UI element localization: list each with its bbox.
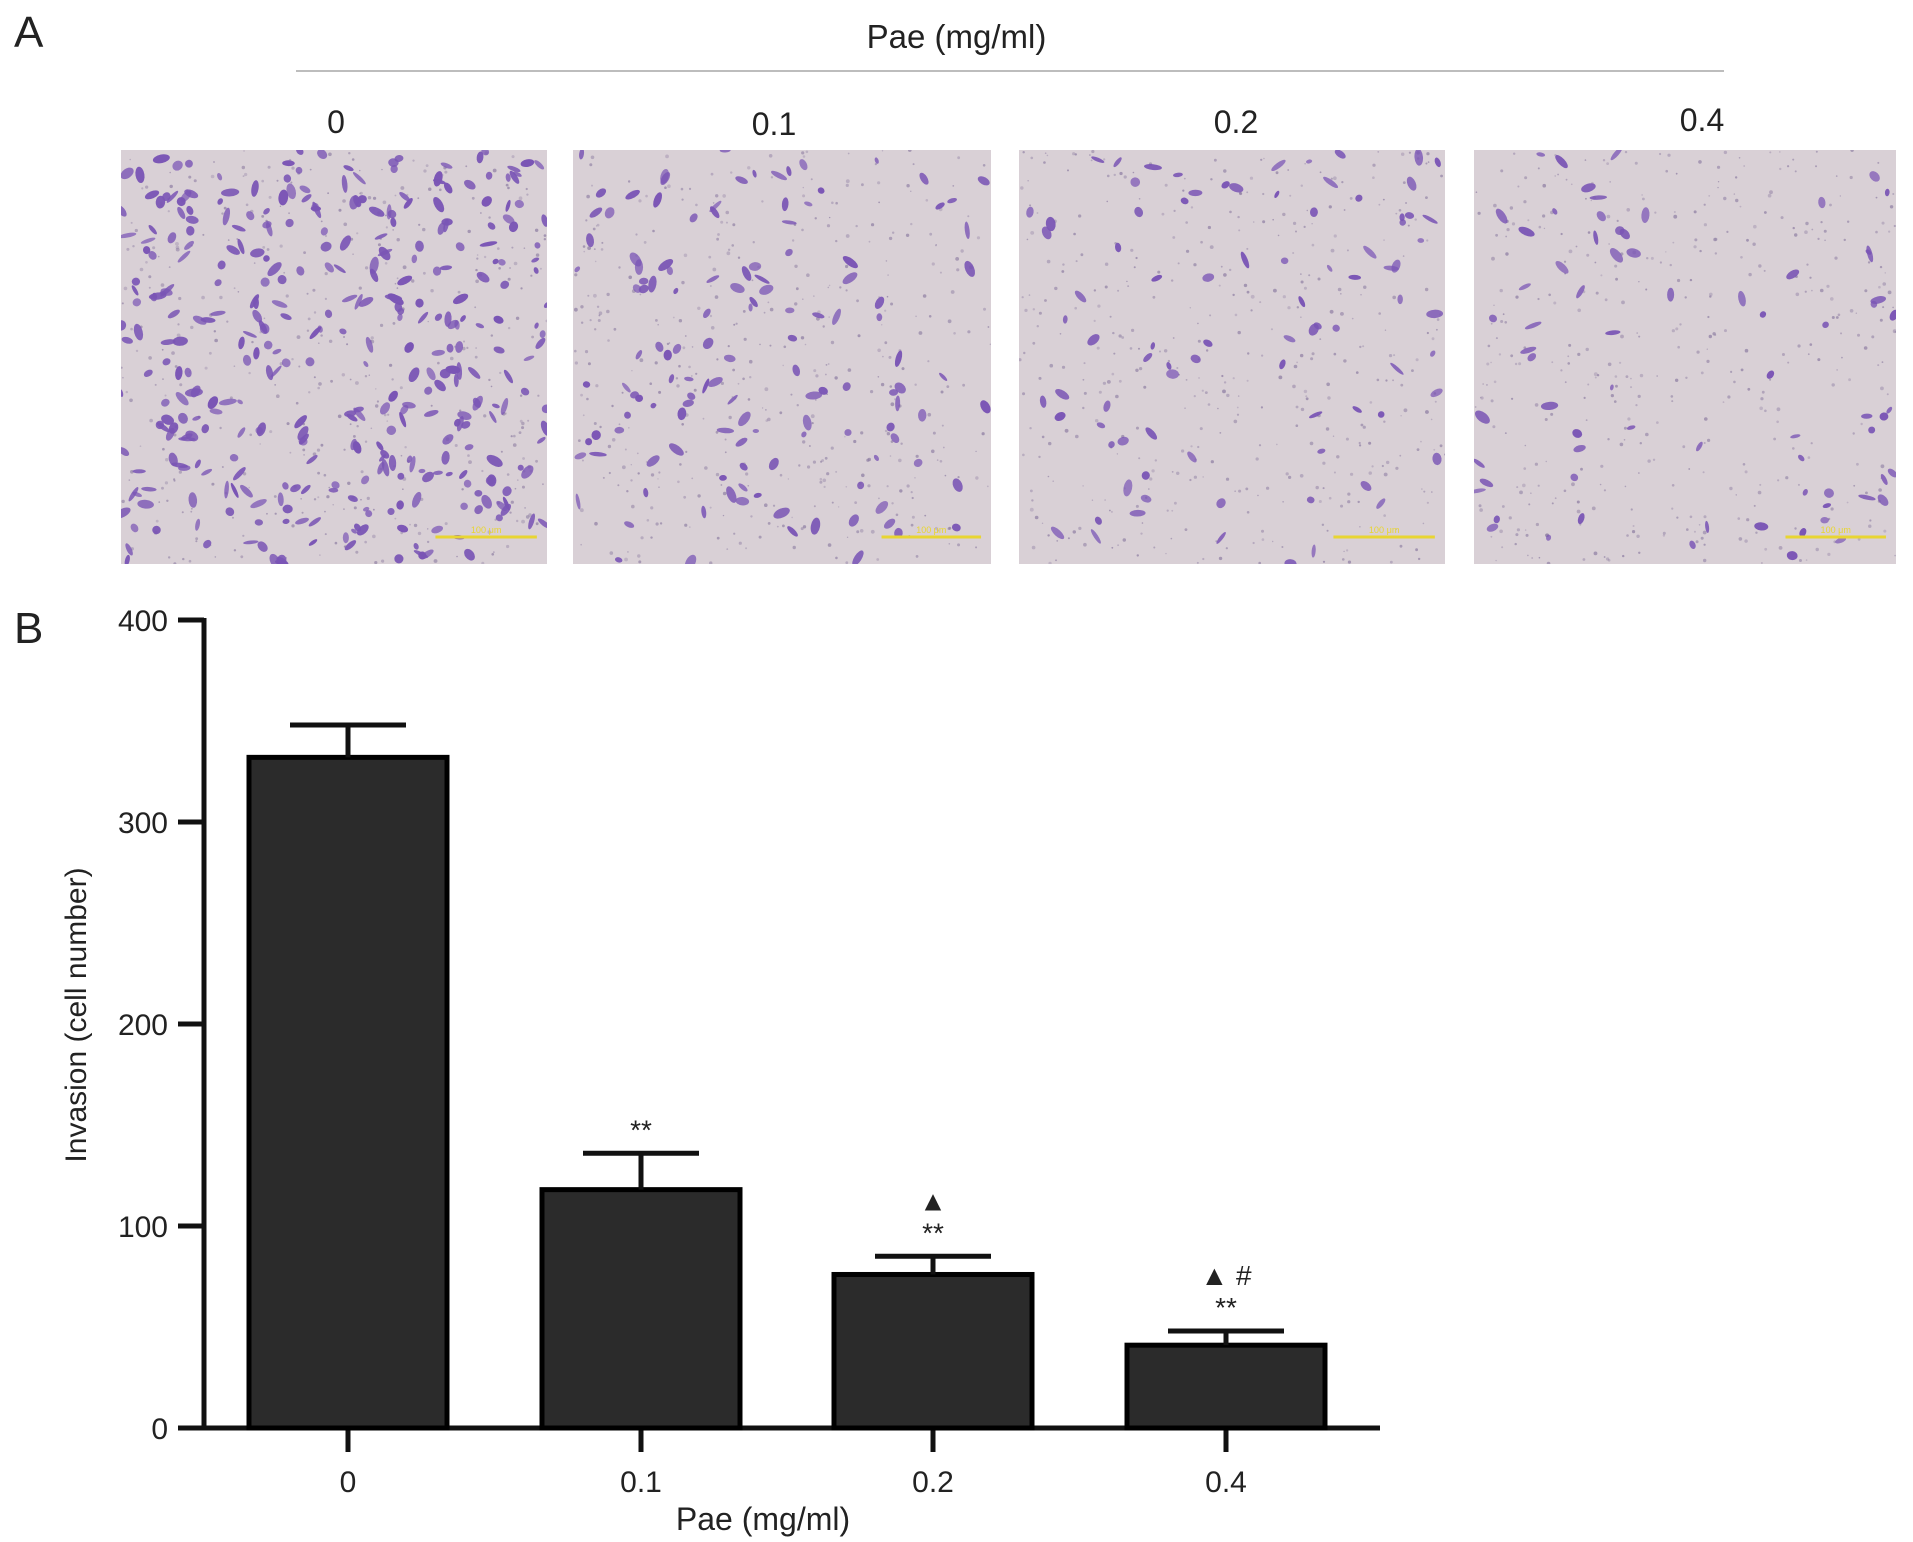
panel-label-b: B: [14, 604, 44, 653]
micrograph-image: 100 μm: [1019, 150, 1445, 564]
x-tick-label: 0.1: [620, 1466, 662, 1499]
micrograph-background: [573, 150, 991, 564]
micrograph-0: 100 μm: [121, 150, 547, 564]
micrograph-2: 100 μm: [1019, 150, 1445, 564]
membrane-pores: [573, 150, 991, 564]
y-axis-label: Invasion (cell number): [60, 867, 93, 1162]
stained-cells: [1474, 150, 1896, 561]
y-tick-label: 300: [118, 807, 168, 840]
scale-bar-label: 100 μm: [1821, 525, 1851, 535]
y-axis: 0 100 200 300 400: [118, 605, 207, 1446]
significance-annotations: **▲**▲ #**: [630, 1114, 1252, 1323]
bar-0.4: [1124, 1342, 1328, 1431]
image-label-3: 0.4: [1679, 102, 1725, 138]
stained-cells: [1026, 150, 1444, 564]
scale-bar-label: 100 μm: [471, 525, 502, 535]
x-axis: 0 0.1 0.2 0.4: [178, 1425, 1380, 1499]
x-tick-label: 0: [340, 1466, 357, 1499]
stained-cells: [574, 150, 991, 564]
micrograph-image: 100 μm: [573, 150, 991, 564]
error-bars: [290, 722, 1284, 1346]
bars: [246, 754, 1328, 1431]
micrograph-3: 100 μm: [1474, 150, 1896, 564]
scale-bar-label: 100 μm: [916, 525, 946, 535]
micrograph-background: [1019, 150, 1445, 564]
image-label-0: 0: [327, 104, 345, 140]
significance-mark: **: [1215, 1292, 1237, 1323]
image-label-1: 0.1: [751, 106, 797, 142]
title-rule: [296, 70, 1724, 72]
micrograph-image: 100 μm: [1474, 150, 1896, 564]
scale-bar-label: 100 μm: [1369, 525, 1400, 535]
significance-mark: **: [922, 1217, 944, 1248]
y-tick-label: 100: [118, 1211, 168, 1244]
images-title: Pae (mg/ml): [866, 18, 1047, 55]
significance-mark: ▲: [919, 1185, 947, 1216]
y-tick-label: 400: [118, 605, 168, 638]
x-tick-label: 0.4: [1205, 1466, 1247, 1499]
y-tick-label: 0: [151, 1413, 168, 1446]
stained-cells: [121, 150, 547, 564]
x-tick-label: 0.2: [912, 1466, 954, 1499]
significance-mark: **: [630, 1114, 652, 1145]
micrograph-1: 100 μm: [573, 150, 991, 564]
bar-0: [246, 754, 450, 1431]
micrograph-image: 100 μm: [121, 150, 547, 564]
micrograph-background: [1474, 150, 1896, 564]
significance-mark: ▲ #: [1200, 1260, 1251, 1291]
x-axis-label: Pae (mg/ml): [676, 1501, 850, 1537]
image-label-2: 0.2: [1213, 104, 1259, 140]
panel-label-a: A: [14, 8, 44, 57]
y-tick-label: 200: [118, 1009, 168, 1042]
bar-0.2: [831, 1271, 1035, 1431]
membrane-pores: [1474, 150, 1896, 564]
bar-0.1: [539, 1187, 743, 1431]
